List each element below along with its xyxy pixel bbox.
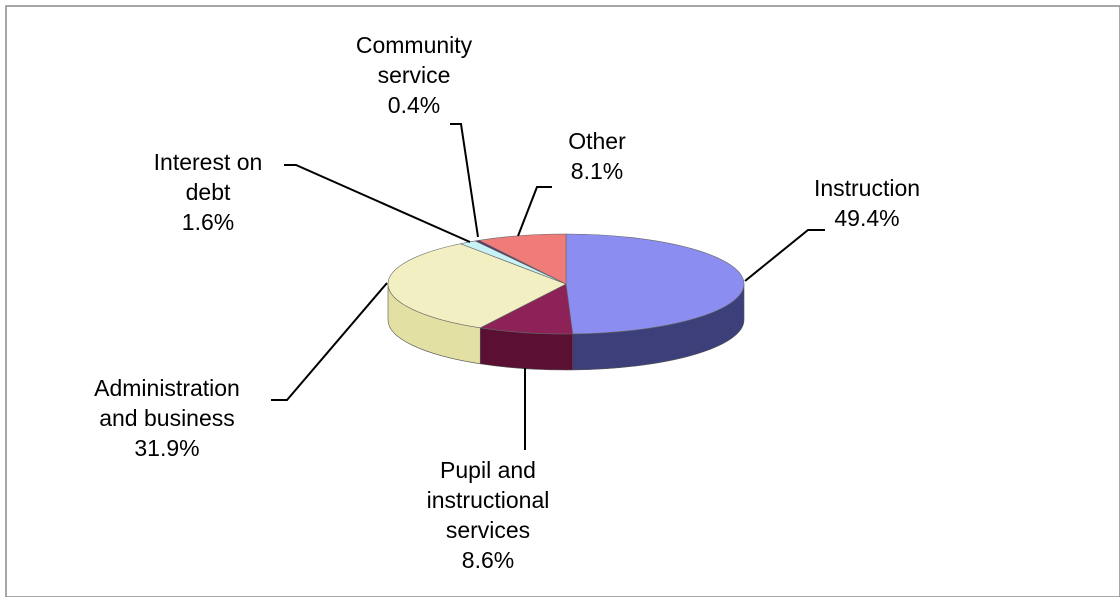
leader-line-0 (744, 229, 825, 282)
slice-name-line-4: service (378, 62, 451, 88)
slice-name-line-0: Instruction (814, 175, 920, 201)
pie-slice-0 (565, 233, 745, 335)
leader-line-3 (284, 164, 471, 243)
slice-percent-2: 31.9% (134, 435, 199, 461)
slice-percent-0: 49.4% (834, 205, 899, 231)
slice-name-line-1: services (446, 517, 530, 543)
leader-line-4 (450, 123, 479, 238)
pie-slice-2 (387, 243, 567, 329)
slice-label-2: Administration and business 31.9% (94, 375, 240, 461)
slice-name-line-2: and business (99, 405, 235, 431)
leader-line-5 (517, 186, 552, 237)
slice-name-line-1: Pupil and (440, 457, 536, 483)
slice-name-line-1: instructional (427, 487, 550, 513)
leader-lines (271, 123, 825, 450)
slice-percent-3: 1.6% (182, 209, 234, 235)
slice-label-0: Instruction 49.4% (814, 175, 920, 231)
slice-label-1: Pupil and instructional services 8.6% (427, 457, 550, 573)
slice-percent-4: 0.4% (388, 92, 440, 118)
slice-name-line-4: Community (356, 32, 473, 58)
pie-slice-5 (478, 233, 567, 285)
slice-percent-1: 8.6% (462, 547, 514, 573)
slice-label-4: Community service 0.4% (356, 32, 473, 118)
slice-name-line-3: Interest on (154, 149, 263, 175)
slice-labels: Instruction 49.4% Pupil and instructional se… (94, 32, 920, 573)
slice-label-3: Interest on debt 1.6% (154, 149, 263, 235)
slice-name-line-3: debt (186, 179, 231, 205)
pie-slices (387, 233, 745, 371)
pie-slice-1 (479, 283, 574, 335)
slice-label-5: Other 8.1% (568, 128, 626, 184)
slice-name-line-5: Other (568, 128, 626, 154)
leader-line-2 (271, 282, 388, 401)
slice-name-line-2: Administration (94, 375, 240, 401)
slice-percent-5: 8.1% (571, 158, 623, 184)
